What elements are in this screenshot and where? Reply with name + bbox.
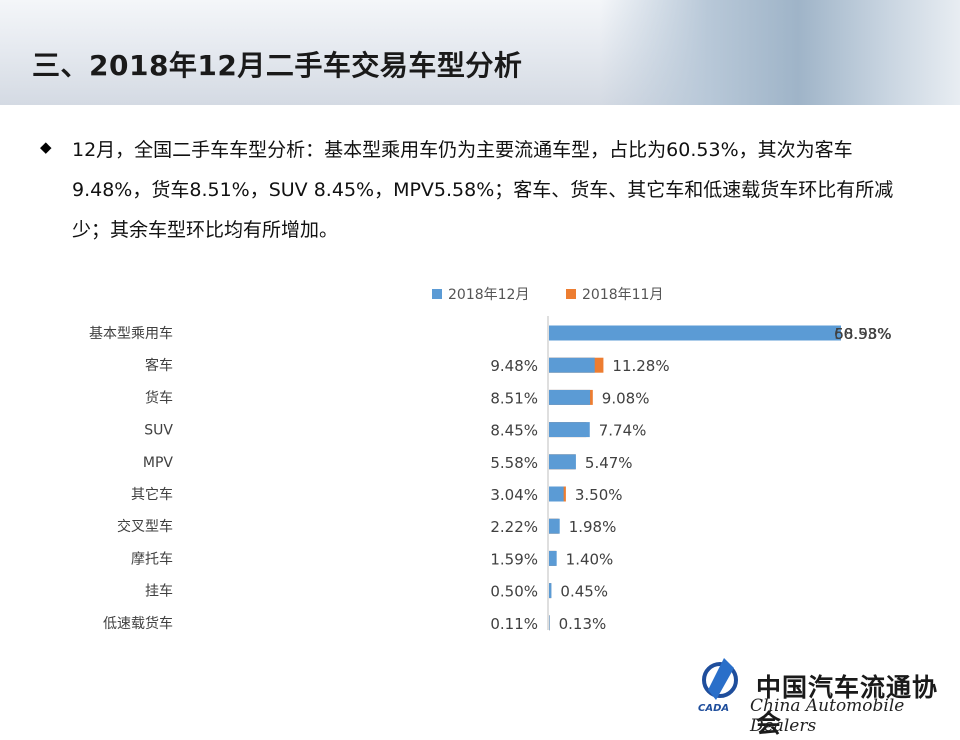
bar-2018-12 [549, 389, 591, 405]
bar-2018-12 [549, 357, 595, 373]
data-label-2018-12: 0.11% [490, 615, 538, 633]
data-label-2018-12: 1.59% [490, 550, 538, 568]
category-label: MPV [143, 455, 174, 471]
legend-swatch-1 [432, 289, 442, 299]
data-label-2018-12: 8.51% [490, 389, 538, 407]
category-label: 客车 [145, 357, 173, 374]
bar-2018-12 [549, 615, 550, 631]
category-label: 货车 [145, 389, 173, 406]
data-label-2018-11: 9.08% [602, 389, 650, 407]
data-label-2018-12: 9.48% [490, 357, 538, 375]
legend-swatch-2 [566, 289, 576, 299]
bar-2018-12 [549, 550, 557, 566]
data-label-2018-11: 0.45% [560, 583, 608, 601]
bar-2018-12 [549, 583, 552, 599]
bar-2018-12 [549, 325, 841, 341]
header-banner: 三、2018年12月二手车交易车型分析 [0, 0, 960, 105]
bar-2018-12 [549, 422, 590, 438]
category-label: 摩托车 [131, 550, 173, 567]
data-label-2018-11: 5.47% [585, 454, 633, 472]
data-label-2018-12: 8.45% [490, 422, 538, 440]
summary-text: 12月，全国二手车车型分析：基本型乘用车仍为主要流通车型，占比为60.53%，其… [72, 139, 894, 241]
bar-2018-12 [549, 454, 576, 470]
category-label: 低速载货车 [103, 615, 173, 632]
data-label-2018-11: 3.50% [575, 486, 623, 504]
data-label-2018-12: 0.50% [490, 583, 538, 601]
data-label-2018-11: 11.28% [612, 357, 669, 375]
org-name-en: China Automobile Dealers [750, 696, 905, 736]
data-label-2018-11: 1.40% [566, 550, 614, 568]
header-decoration [600, 0, 960, 105]
data-label-2018-12: 5.58% [490, 454, 538, 472]
category-label: 其它车 [131, 486, 173, 503]
data-label-2018-11: 58.98% [835, 325, 892, 343]
data-label-2018-12: 60.53% [834, 325, 891, 343]
legend-label-1: 2018年12月 [448, 287, 529, 303]
logo-text: CADA [698, 703, 729, 714]
category-label: 挂车 [145, 583, 173, 600]
category-label: 基本型乘用车 [89, 325, 173, 342]
legend-label-2: 2018年11月 [582, 287, 663, 303]
page-title: 三、2018年12月二手车交易车型分析 [32, 49, 523, 82]
category-label: SUV [144, 423, 173, 439]
data-label-2018-11: 7.74% [599, 422, 647, 440]
bar-2018-12 [549, 486, 564, 502]
cada-logo-icon: CADA [698, 658, 738, 714]
diamond-bullet-icon: ◆ [40, 138, 52, 156]
data-label-2018-12: 3.04% [490, 486, 538, 504]
category-label: 交叉型车 [117, 518, 173, 535]
data-label-2018-11: 0.13% [559, 615, 607, 633]
data-label-2018-12: 2.22% [490, 518, 538, 536]
bar-2018-12 [549, 518, 560, 534]
data-label-2018-11: 1.98% [569, 518, 617, 536]
